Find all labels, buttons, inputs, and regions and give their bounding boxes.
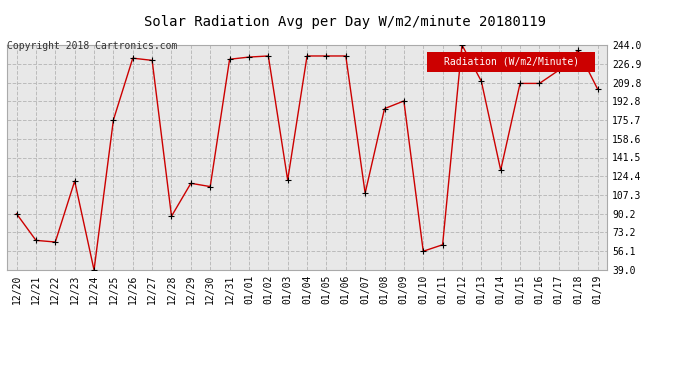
Text: Copyright 2018 Cartronics.com: Copyright 2018 Cartronics.com bbox=[7, 41, 177, 51]
Text: Solar Radiation Avg per Day W/m2/minute 20180119: Solar Radiation Avg per Day W/m2/minute … bbox=[144, 15, 546, 29]
